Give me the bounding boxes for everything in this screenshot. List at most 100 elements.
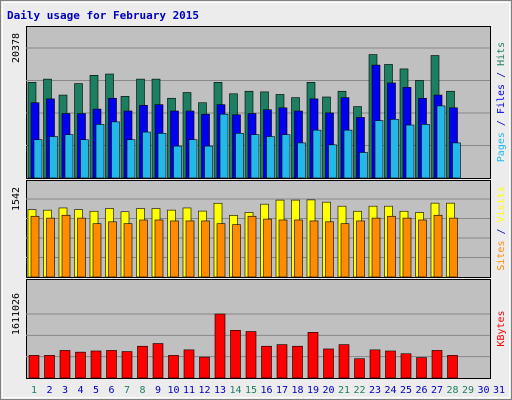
day-label-17: 17 xyxy=(276,385,288,396)
bar-pages-day-3 xyxy=(64,134,74,179)
day-label-11: 11 xyxy=(183,385,195,396)
bar-pages-day-17 xyxy=(281,134,291,179)
legend-part: / xyxy=(496,114,507,132)
day-label-12: 12 xyxy=(198,385,210,396)
bar-kbytes-day-8 xyxy=(137,345,148,379)
bar-kbytes-day-15 xyxy=(245,331,257,379)
bar-kbytes-day-19 xyxy=(307,332,319,379)
day-label-18: 18 xyxy=(291,385,303,396)
bar-pages-day-4 xyxy=(80,139,89,179)
bar-kbytes-day-28 xyxy=(447,355,458,379)
y-max-label: 1611026 xyxy=(11,293,22,335)
bar-kbytes-day-25 xyxy=(400,353,412,379)
bar-sites-day-9 xyxy=(154,219,164,278)
bar-kbytes-day-22 xyxy=(354,358,365,379)
y-max-label: 20378 xyxy=(11,33,22,63)
bar-kbytes-day-24 xyxy=(385,350,396,379)
bar-kbytes-day-21 xyxy=(338,344,350,379)
bar-kbytes-day-18 xyxy=(292,345,303,379)
bar-sites-day-26 xyxy=(418,219,427,278)
bar-pages-day-11 xyxy=(188,139,198,179)
bar-pages-day-28 xyxy=(452,142,461,179)
bar-sites-day-20 xyxy=(325,221,334,278)
bar-kbytes-day-2 xyxy=(44,355,55,379)
day-label-5: 5 xyxy=(93,385,99,396)
bar-sites-day-5 xyxy=(92,223,102,278)
bar-sites-day-18 xyxy=(294,219,303,278)
day-label-27: 27 xyxy=(431,385,443,396)
bar-sites-day-10 xyxy=(170,220,179,278)
day-label-29: 29 xyxy=(462,385,474,396)
bar-sites-day-21 xyxy=(340,223,350,278)
day-label-1: 1 xyxy=(31,385,37,396)
legend-part: Visits xyxy=(496,186,507,222)
bar-kbytes-day-26 xyxy=(416,357,427,379)
bar-sites-day-12 xyxy=(201,220,210,278)
legend-part: Hits xyxy=(496,42,507,66)
day-label-13: 13 xyxy=(214,385,226,396)
bar-kbytes-day-4 xyxy=(75,351,86,379)
bar-kbytes-day-13 xyxy=(214,313,226,379)
day-label-31: 31 xyxy=(493,385,505,396)
day-label-4: 4 xyxy=(77,385,83,396)
bar-kbytes-day-27 xyxy=(431,350,443,379)
legend-part: / xyxy=(496,66,507,84)
bar-sites-day-1 xyxy=(30,215,40,278)
bar-pages-day-14 xyxy=(235,133,244,179)
bar-sites-day-19 xyxy=(309,220,319,278)
day-label-3: 3 xyxy=(62,385,68,396)
day-label-6: 6 xyxy=(108,385,114,396)
bar-sites-day-15 xyxy=(247,215,257,278)
bar-sites-day-16 xyxy=(263,218,272,278)
legend-hits-files-pages: Pages / Files / Hits xyxy=(496,42,507,162)
bar-pages-day-12 xyxy=(204,145,213,179)
bar-pages-day-1 xyxy=(33,139,43,179)
bar-pages-day-5 xyxy=(95,124,105,179)
bar-kbytes-day-12 xyxy=(199,356,210,379)
bar-sites-day-24 xyxy=(387,215,396,278)
day-label-8: 8 xyxy=(139,385,145,396)
day-label-23: 23 xyxy=(369,385,381,396)
bar-sites-day-27 xyxy=(433,214,443,278)
bar-sites-day-11 xyxy=(185,220,195,278)
legend-part: KBytes xyxy=(496,310,507,346)
bar-pages-day-7 xyxy=(126,139,136,179)
legend-part: Pages xyxy=(496,132,507,162)
legend-part: / xyxy=(496,222,507,240)
day-label-14: 14 xyxy=(229,385,241,396)
bar-pages-day-10 xyxy=(173,145,182,179)
bar-kbytes-day-20 xyxy=(323,348,334,379)
bar-kbytes-day-1 xyxy=(28,355,40,379)
bar-sites-day-13 xyxy=(216,223,226,278)
bar-sites-day-6 xyxy=(108,221,117,278)
bar-kbytes-day-10 xyxy=(168,355,179,379)
bar-kbytes-day-17 xyxy=(276,344,288,379)
bar-sites-day-14 xyxy=(232,224,241,278)
bar-pages-day-9 xyxy=(157,133,167,179)
day-label-15: 15 xyxy=(245,385,257,396)
bar-pages-day-15 xyxy=(250,134,260,179)
day-label-9: 9 xyxy=(155,385,161,396)
legend-kbytes: KBytes xyxy=(496,310,507,346)
panel-visits-sites xyxy=(26,180,491,278)
bar-sites-day-23 xyxy=(371,217,381,278)
day-label-21: 21 xyxy=(338,385,350,396)
bar-kbytes-day-11 xyxy=(183,349,195,379)
bar-sites-day-3 xyxy=(61,214,71,278)
bar-kbytes-day-16 xyxy=(261,345,272,379)
day-label-16: 16 xyxy=(260,385,272,396)
bar-pages-day-22 xyxy=(359,152,368,179)
day-label-28: 28 xyxy=(446,385,458,396)
day-label-22: 22 xyxy=(353,385,365,396)
bar-sites-day-28 xyxy=(449,217,458,278)
bar-pages-day-13 xyxy=(219,113,229,179)
bar-sites-day-2 xyxy=(46,217,55,278)
bar-pages-day-19 xyxy=(312,129,322,179)
day-label-20: 20 xyxy=(322,385,334,396)
bar-sites-day-17 xyxy=(278,219,288,278)
day-label-10: 10 xyxy=(167,385,179,396)
day-label-25: 25 xyxy=(400,385,412,396)
bar-pages-day-8 xyxy=(142,131,151,179)
